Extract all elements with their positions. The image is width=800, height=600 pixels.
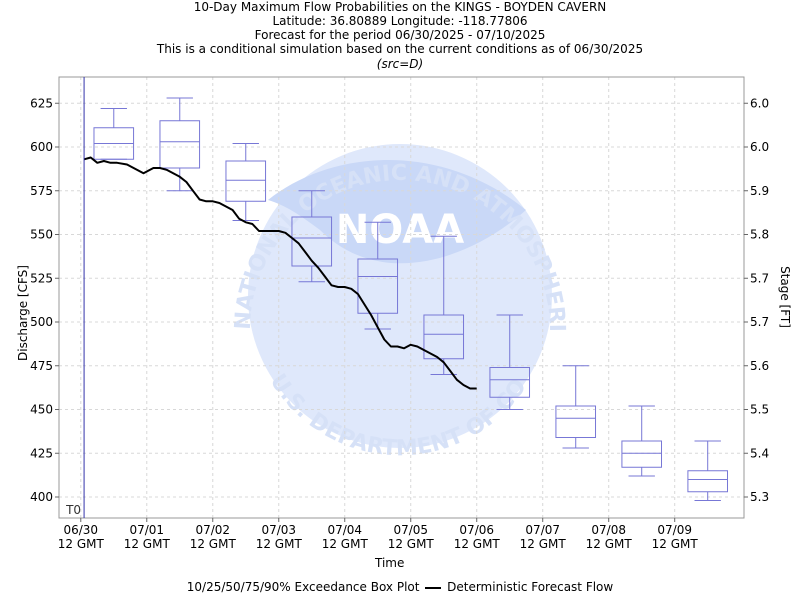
y-tick-label-right: 5.9 [750, 184, 769, 198]
y-tick-label-left: 425 [30, 446, 53, 460]
box-iqr [621, 440, 663, 468]
x-tick-time: 12 GMT [256, 537, 303, 551]
x-tick-date: 07/06 [459, 523, 494, 537]
y-tick-label-right: 6.0 [750, 140, 769, 154]
y-tick-label-left: 450 [30, 403, 53, 417]
x-tick-time: 12 GMT [322, 537, 369, 551]
chart-title: 10-Day Maximum Flow Probabilities on the… [193, 0, 607, 14]
x-tick-time: 12 GMT [190, 537, 237, 551]
box-plots [93, 97, 729, 501]
y-tick-label-left: 575 [30, 184, 53, 198]
box-plot [621, 405, 663, 477]
box-iqr [357, 258, 399, 314]
box-iqr [489, 367, 531, 398]
t0-label: T0 [65, 503, 81, 517]
legend-line-label: Deterministic Forecast Flow [447, 580, 614, 594]
legend: 10/25/50/75/90% Exceedance Box Plot Dete… [0, 580, 800, 594]
chart-subtitle-source: (src=D) [376, 57, 424, 71]
x-tick-date: 07/05 [393, 523, 428, 537]
legend-box-label: 10/25/50/75/90% Exceedance Box Plot [186, 580, 420, 594]
y-tick-label-right: 5.5 [750, 403, 769, 417]
watermark-agency: NOAA [336, 207, 464, 253]
y-axis-left-label: Discharge [CFS] [16, 265, 30, 361]
legend-line-swatch [425, 586, 442, 589]
watermark-bird [268, 160, 526, 264]
x-tick-date: 07/07 [525, 523, 560, 537]
box-plot [357, 221, 399, 330]
box-plot [555, 365, 597, 449]
x-tick-time: 12 GMT [586, 537, 633, 551]
x-tick-date: 07/08 [591, 523, 626, 537]
forecast-series [83, 156, 477, 390]
y-tick-label-right: 6.0 [750, 96, 769, 110]
y-axis-right-label: Stage [FT] [778, 266, 792, 328]
box-iqr [159, 120, 201, 169]
y-tick-label-left: 625 [30, 96, 53, 110]
box-iqr [687, 470, 729, 493]
x-tick-time: 12 GMT [520, 537, 567, 551]
y-axis-left-ticks: 400 425 450 475 500 525 550 575 600 625 [30, 96, 59, 504]
box-plot [291, 190, 333, 283]
x-tick-time: 12 GMT [652, 537, 699, 551]
y-tick-label-left: 400 [30, 490, 53, 504]
x-tick-date: 07/01 [129, 523, 164, 537]
chart-subtitle-location: Latitude: 36.80889 Longitude: -118.77806 [272, 14, 528, 28]
y-tick-label-right: 5.7 [750, 271, 769, 285]
x-tick-date: 07/03 [261, 523, 296, 537]
forecast-line [83, 156, 477, 390]
y-tick-label-right: 5.7 [750, 315, 769, 329]
box-plot [687, 440, 729, 501]
chart-subtitle-period: Forecast for the period 06/30/2025 - 07/… [254, 28, 546, 42]
x-tick-date: 07/02 [195, 523, 230, 537]
box-plot [159, 97, 201, 192]
y-tick-label-right: 5.4 [750, 446, 769, 460]
x-tick-date: 06/30 [63, 523, 98, 537]
box-plot [93, 108, 135, 160]
box-iqr [291, 216, 333, 267]
y-tick-label-left: 550 [30, 228, 53, 242]
y-tick-label-right: 5.6 [750, 359, 769, 373]
y-tick-label-right: 5.8 [750, 228, 769, 242]
y-tick-label-left: 525 [30, 271, 53, 285]
x-tick-date: 07/04 [327, 523, 362, 537]
x-tick-time: 12 GMT [388, 537, 435, 551]
y-tick-label-left: 600 [30, 140, 53, 154]
x-tick-date: 07/09 [657, 523, 692, 537]
box-iqr [423, 314, 465, 360]
x-axis-label: Time [375, 556, 405, 570]
box-iqr [555, 405, 597, 438]
y-tick-label-left: 500 [30, 315, 53, 329]
x-tick-time: 12 GMT [124, 537, 171, 551]
x-tick-time: 12 GMT [454, 537, 501, 551]
box-plot [225, 143, 267, 221]
x-tick-time: 12 GMT [58, 537, 105, 551]
chart-subtitle-condition: This is a conditional simulation based o… [156, 42, 644, 56]
y-tick-label-left: 475 [30, 359, 53, 373]
box-iqr [225, 160, 267, 202]
plot-area [58, 76, 745, 519]
y-axis-right-ticks: 6.0 6.0 5.9 5.8 5.7 5.7 5.6 5.5 5.4 5.3 [744, 96, 769, 504]
t0-marker: T0 [65, 77, 85, 518]
box-plot [489, 314, 531, 410]
y-tick-label-right: 5.3 [750, 490, 769, 504]
